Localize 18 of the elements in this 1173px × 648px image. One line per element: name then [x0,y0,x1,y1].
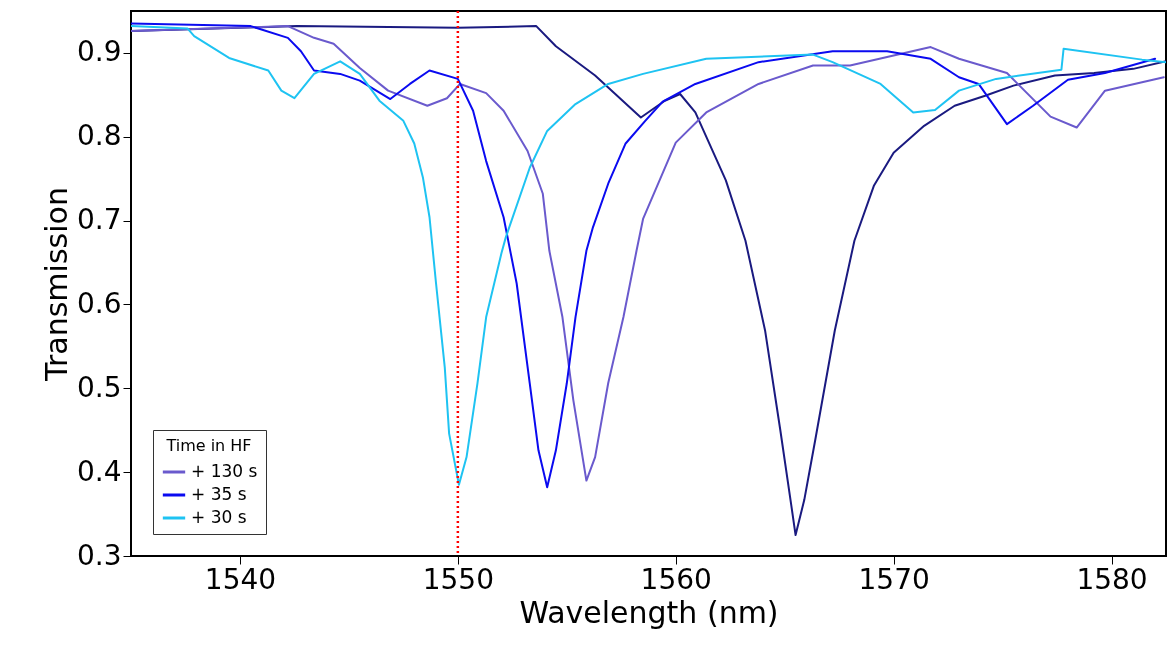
x-tick-label: 1550 [422,562,494,596]
x-axis-title: Wavelength (nm) [519,594,779,630]
y-tick-label: 0.8 [76,119,122,153]
legend-label: + 30 s [191,507,247,527]
y-tick-label: 0.4 [76,454,122,488]
y-tick-label: 0.3 [76,538,122,572]
y-axis-title: Transmission [38,187,74,382]
x-tick-label: 1580 [1076,562,1148,596]
legend-label: + 35 s [191,484,247,504]
y-tick-label: 0.5 [76,370,122,404]
y-tick-label: 0.7 [76,203,122,237]
y-tick-label: 0.6 [76,286,122,320]
legend-label: + 130 s [191,461,258,481]
x-tick-label: 1540 [204,562,277,596]
x-tick-label: 1560 [640,562,712,596]
x-tick-label: 1570 [858,562,930,596]
legend-title: Time in HF [165,436,252,455]
y-tick-label: 0.9 [76,35,122,69]
